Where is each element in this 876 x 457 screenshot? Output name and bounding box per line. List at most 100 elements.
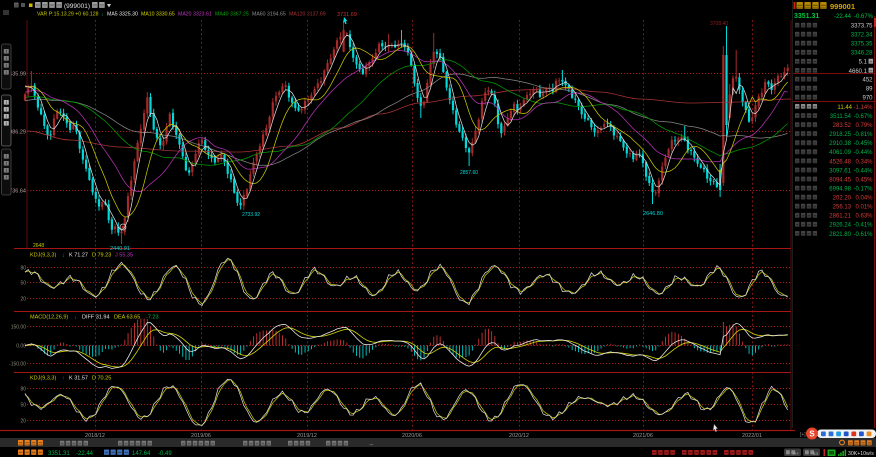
svg-text:[+]: [+] [800,432,806,438]
svg-text:20: 20 [20,297,26,303]
svg-text:-0.81%: -0.81% [853,132,873,138]
svg-text:3511.54: 3511.54 [830,114,852,120]
svg-text:80: 80 [20,387,26,393]
svg-text:0.63%: 0.63% [855,214,873,220]
svg-text:2018/12: 2018/12 [85,433,105,439]
svg-text:MA5 3325.30: MA5 3325.30 [107,12,138,18]
svg-text:-0.44%: -0.44% [853,168,873,174]
svg-text:↓: ↓ [62,253,65,259]
svg-text:0.04%: 0.04% [855,196,873,202]
svg-text:0.00: 0.00 [16,344,26,350]
svg-text:→: → [368,442,374,448]
svg-text:283.52: 283.52 [833,123,852,129]
svg-text:-7.23: -7.23 [146,315,159,321]
svg-text:VAR P:15.13.29 +0 60.128: VAR P:15.13.29 +0 60.128 [37,12,99,18]
svg-text:2926.24: 2926.24 [829,223,851,229]
svg-text:4061.09: 4061.09 [829,150,851,156]
svg-text:MA40 3367.25: MA40 3367.25 [215,12,249,18]
svg-text:0.01%: 0.01% [855,205,873,211]
svg-text:(999001): (999001) [64,3,90,10]
svg-text:DIFF 31.94: DIFF 31.94 [82,315,110,321]
svg-text:452: 452 [862,78,873,84]
svg-text:20: 20 [20,419,26,425]
svg-text:3435.99: 3435.99 [6,72,26,78]
svg-text:0.79%: 0.79% [855,123,873,129]
svg-text:-22.44: -22.44 [834,14,852,20]
svg-text:3372.34: 3372.34 [851,33,873,39]
svg-text:-0.49: -0.49 [158,451,172,457]
svg-text:3097.61: 3097.61 [829,168,851,174]
svg-text:2910.38: 2910.38 [829,141,851,147]
svg-text:MA120 3137.69: MA120 3137.69 [289,12,326,18]
svg-text:KDJ(9,3,3): KDJ(9,3,3) [30,376,56,382]
svg-text:0.45%: 0.45% [855,177,873,183]
svg-text:3086.29: 3086.29 [6,130,26,136]
svg-text:-0.44%: -0.44% [853,150,873,156]
svg-text:·: · [678,451,680,457]
svg-text:2736.64: 2736.64 [6,189,26,195]
svg-text:202.20: 202.20 [833,196,852,202]
svg-text:2440.91: 2440.91 [110,246,130,252]
svg-text:MA20 3323.61: MA20 3323.61 [178,12,212,18]
svg-text:MA10 3330.65: MA10 3330.65 [141,12,175,18]
svg-text:30K+10: 30K+10 [848,451,866,457]
svg-text:2019/12: 2019/12 [297,433,317,439]
svg-text:3708.40: 3708.40 [710,21,728,27]
svg-text:DEA 63.65: DEA 63.65 [114,315,140,321]
svg-text:-0.61%: -0.61% [853,232,873,238]
svg-text:2821.80: 2821.80 [829,232,851,238]
svg-text:-0.45%: -0.45% [853,141,873,147]
svg-text:4660.1: 4660.1 [849,69,868,75]
svg-text:3351.31: 3351.31 [794,13,819,20]
svg-text:2918.25: 2918.25 [829,132,851,138]
svg-text:↓: ↓ [74,315,77,321]
svg-text:3373.75: 3373.75 [851,24,873,30]
svg-text:S: S [809,430,815,439]
svg-text:3346.28: 3346.28 [851,51,873,57]
svg-text:2022/01: 2022/01 [742,433,762,439]
svg-text:2646.80: 2646.80 [643,211,663,217]
svg-text:999001: 999001 [830,2,855,11]
svg-text:KDJ(9,3,3): KDJ(9,3,3) [30,253,56,259]
svg-text:K 71.27: K 71.27 [69,253,88,259]
svg-text:11.44: 11.44 [837,105,852,111]
svg-text:50: 50 [20,403,26,409]
svg-text:-0.41%: -0.41% [853,223,873,229]
svg-text:-1.14%: -1.14% [853,105,873,111]
svg-text:3731.69: 3731.69 [337,12,357,18]
svg-text:↑: ↑ [62,376,65,382]
svg-text:-0.67%: -0.67% [853,114,873,120]
svg-text:3351.31: 3351.31 [48,451,70,457]
svg-text:8094.45: 8094.45 [829,177,851,183]
svg-text:K 31.57: K 31.57 [69,376,88,382]
svg-text:-0.67%: -0.67% [854,14,874,20]
svg-text:·: · [720,451,722,457]
svg-text:MACD(12,26,9): MACD(12,26,9) [30,315,68,321]
svg-text:2020/06: 2020/06 [402,433,422,439]
svg-text:89: 89 [866,87,873,93]
svg-text:-0.17%: -0.17% [853,187,873,193]
svg-text:2733.92: 2733.92 [242,212,260,218]
svg-text:5.1: 5.1 [859,60,868,66]
svg-text:-150.00: -150.00 [9,362,26,368]
svg-text:D 70.25: D 70.25 [92,376,111,382]
svg-text:256.13: 256.13 [833,205,852,211]
svg-text:J 55.35: J 55.35 [115,253,133,259]
svg-text:2021/06: 2021/06 [633,433,653,439]
svg-text:2857.60: 2857.60 [460,170,478,176]
svg-text:w/s: w/s [866,451,874,457]
svg-text:A+: A+ [793,451,799,456]
svg-text:80: 80 [20,266,26,272]
svg-text:-22.44: -22.44 [76,451,94,457]
svg-text:3375.35: 3375.35 [851,42,873,48]
svg-text:970: 970 [862,96,873,102]
svg-text:147.64: 147.64 [132,451,151,457]
svg-text:0.34%: 0.34% [855,159,873,165]
svg-text:4526.48: 4526.48 [829,159,851,165]
svg-text:64: 64 [813,451,819,456]
svg-text:6994.98: 6994.98 [829,187,851,193]
svg-text:150.00: 150.00 [11,325,27,331]
svg-text:50: 50 [20,281,26,287]
svg-text:2648: 2648 [33,243,44,249]
svg-text:↓: ↓ [101,12,104,18]
